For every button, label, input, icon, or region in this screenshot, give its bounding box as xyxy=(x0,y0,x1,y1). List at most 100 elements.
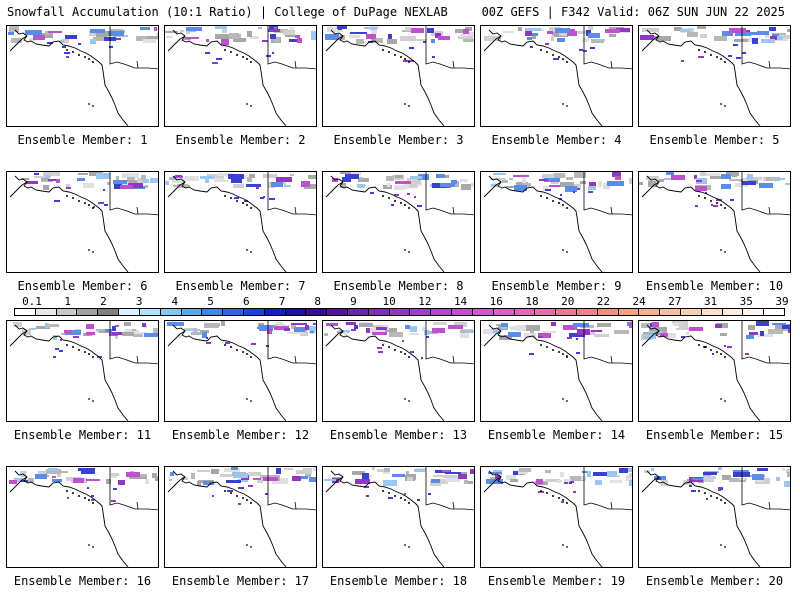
colorbar-swatch xyxy=(576,309,598,315)
hawaii-dot xyxy=(724,251,726,253)
hawaii-dot xyxy=(88,544,90,546)
state-border xyxy=(452,355,455,364)
colorbar-swatch xyxy=(556,309,577,315)
snowfall-overlay xyxy=(644,467,790,500)
map-canvas xyxy=(483,321,632,421)
state-border xyxy=(294,355,297,364)
island-chain xyxy=(540,344,568,358)
ensemble-member-map xyxy=(164,25,317,127)
map-canvas xyxy=(9,172,158,272)
colorbar-swatch xyxy=(681,309,702,315)
country-border xyxy=(109,321,158,365)
coastline xyxy=(172,175,287,272)
colorbar-swatch xyxy=(139,309,161,315)
ensemble-member-label: Ensemble Member: 17 xyxy=(171,574,310,588)
state-border xyxy=(294,501,297,510)
country-border xyxy=(425,172,474,216)
snowfall-overlay xyxy=(9,468,158,502)
map-canvas xyxy=(8,26,158,126)
coastline xyxy=(646,175,761,272)
colorbar-tick-label: 22 xyxy=(596,295,611,308)
ensemble-member-label: Ensemble Member: 8 xyxy=(333,279,464,293)
hawaii-dot xyxy=(720,398,722,400)
colorbar-tick-label: 0.1 xyxy=(22,295,42,308)
island-chain xyxy=(66,195,94,209)
colorbar-swatch xyxy=(15,309,36,315)
state-border xyxy=(610,206,613,215)
hawaii-dot xyxy=(246,544,248,546)
snowfall-overlay xyxy=(13,322,158,358)
island-chain xyxy=(382,490,410,504)
hawaii-dot xyxy=(724,400,726,402)
map-canvas xyxy=(167,321,316,421)
country-border xyxy=(109,467,158,511)
island-chain xyxy=(224,49,252,63)
country-border xyxy=(583,467,632,511)
colorbar-tick-label: 2 xyxy=(100,295,107,308)
ensemble-member-map xyxy=(322,466,475,568)
colorbar-swatch xyxy=(160,309,182,315)
colorbar-swatch xyxy=(243,309,265,315)
peninsula-coastline xyxy=(641,330,660,347)
map-canvas xyxy=(641,321,790,421)
map-canvas xyxy=(9,467,158,567)
peninsula-coastline xyxy=(483,330,502,347)
island-chain xyxy=(540,195,568,209)
colorbar-swatch xyxy=(264,309,286,315)
ensemble-member-map xyxy=(638,466,791,568)
colorbar-swatch xyxy=(701,309,723,315)
ensemble-member-label: Ensemble Member: 7 xyxy=(175,279,306,293)
ensemble-member-label: Ensemble Member: 18 xyxy=(329,574,468,588)
map-canvas xyxy=(640,26,790,126)
model-run-info: 00Z GEFS | F342 Valid: 06Z SUN JUN 22 20… xyxy=(481,5,785,19)
map-canvas xyxy=(483,26,632,126)
coastline xyxy=(330,470,445,567)
hawaii-dot xyxy=(88,398,90,400)
colorbar-legend: 0.1 1 2 3 4 5 6 7 8 9 10 12 14 16 18 20 22 24 27 31 35 39 xyxy=(14,295,789,319)
ensemble-member-label: Ensemble Member: 5 xyxy=(649,133,780,147)
ensemble-member-label: Ensemble Member: 10 xyxy=(645,279,784,293)
colorbar-swatch xyxy=(327,309,348,315)
map-canvas xyxy=(324,467,474,567)
hawaii-dot xyxy=(88,249,90,251)
hawaii-dot xyxy=(566,400,568,402)
coastline xyxy=(646,470,761,567)
ensemble-member-map xyxy=(638,25,791,127)
island-chain xyxy=(382,195,410,209)
country-border xyxy=(425,467,474,511)
island-chain xyxy=(698,195,726,209)
coastline xyxy=(488,470,603,567)
hawaii-dot xyxy=(250,105,252,107)
country-border xyxy=(741,172,790,216)
hawaii-dot xyxy=(566,546,568,548)
ensemble-member-map xyxy=(6,320,159,422)
state-border xyxy=(294,60,297,69)
ensemble-member-map xyxy=(6,466,159,568)
ensemble-member-label: Ensemble Member: 3 xyxy=(333,133,464,147)
island-chain xyxy=(698,490,726,504)
ensemble-member-map xyxy=(480,171,633,273)
island-chain xyxy=(224,344,252,358)
colorbar-tick-label: 24 xyxy=(632,295,646,308)
hawaii-dot xyxy=(562,544,564,546)
snowfall-overlay xyxy=(640,26,790,62)
map-canvas xyxy=(325,26,474,126)
colorbar-swatch xyxy=(618,309,640,315)
country-border xyxy=(267,321,316,365)
colorbar-swatch xyxy=(368,309,390,315)
hawaii-dot xyxy=(92,105,94,107)
colorbar-swatches xyxy=(14,308,785,316)
country-border xyxy=(425,26,474,70)
colorbar-swatch xyxy=(306,309,328,315)
colorbar-tick-label: 3 xyxy=(135,295,143,308)
coastline xyxy=(488,175,603,272)
ensemble-member-label: Ensemble Member: 4 xyxy=(491,133,622,147)
ensemble-member-map xyxy=(638,320,791,422)
state-border xyxy=(136,206,139,215)
country-border xyxy=(267,26,316,70)
hawaii-dot xyxy=(408,105,410,107)
country-border xyxy=(583,321,632,365)
coastline xyxy=(488,29,603,126)
peninsula-coastline xyxy=(483,35,502,52)
country-border xyxy=(109,172,158,216)
